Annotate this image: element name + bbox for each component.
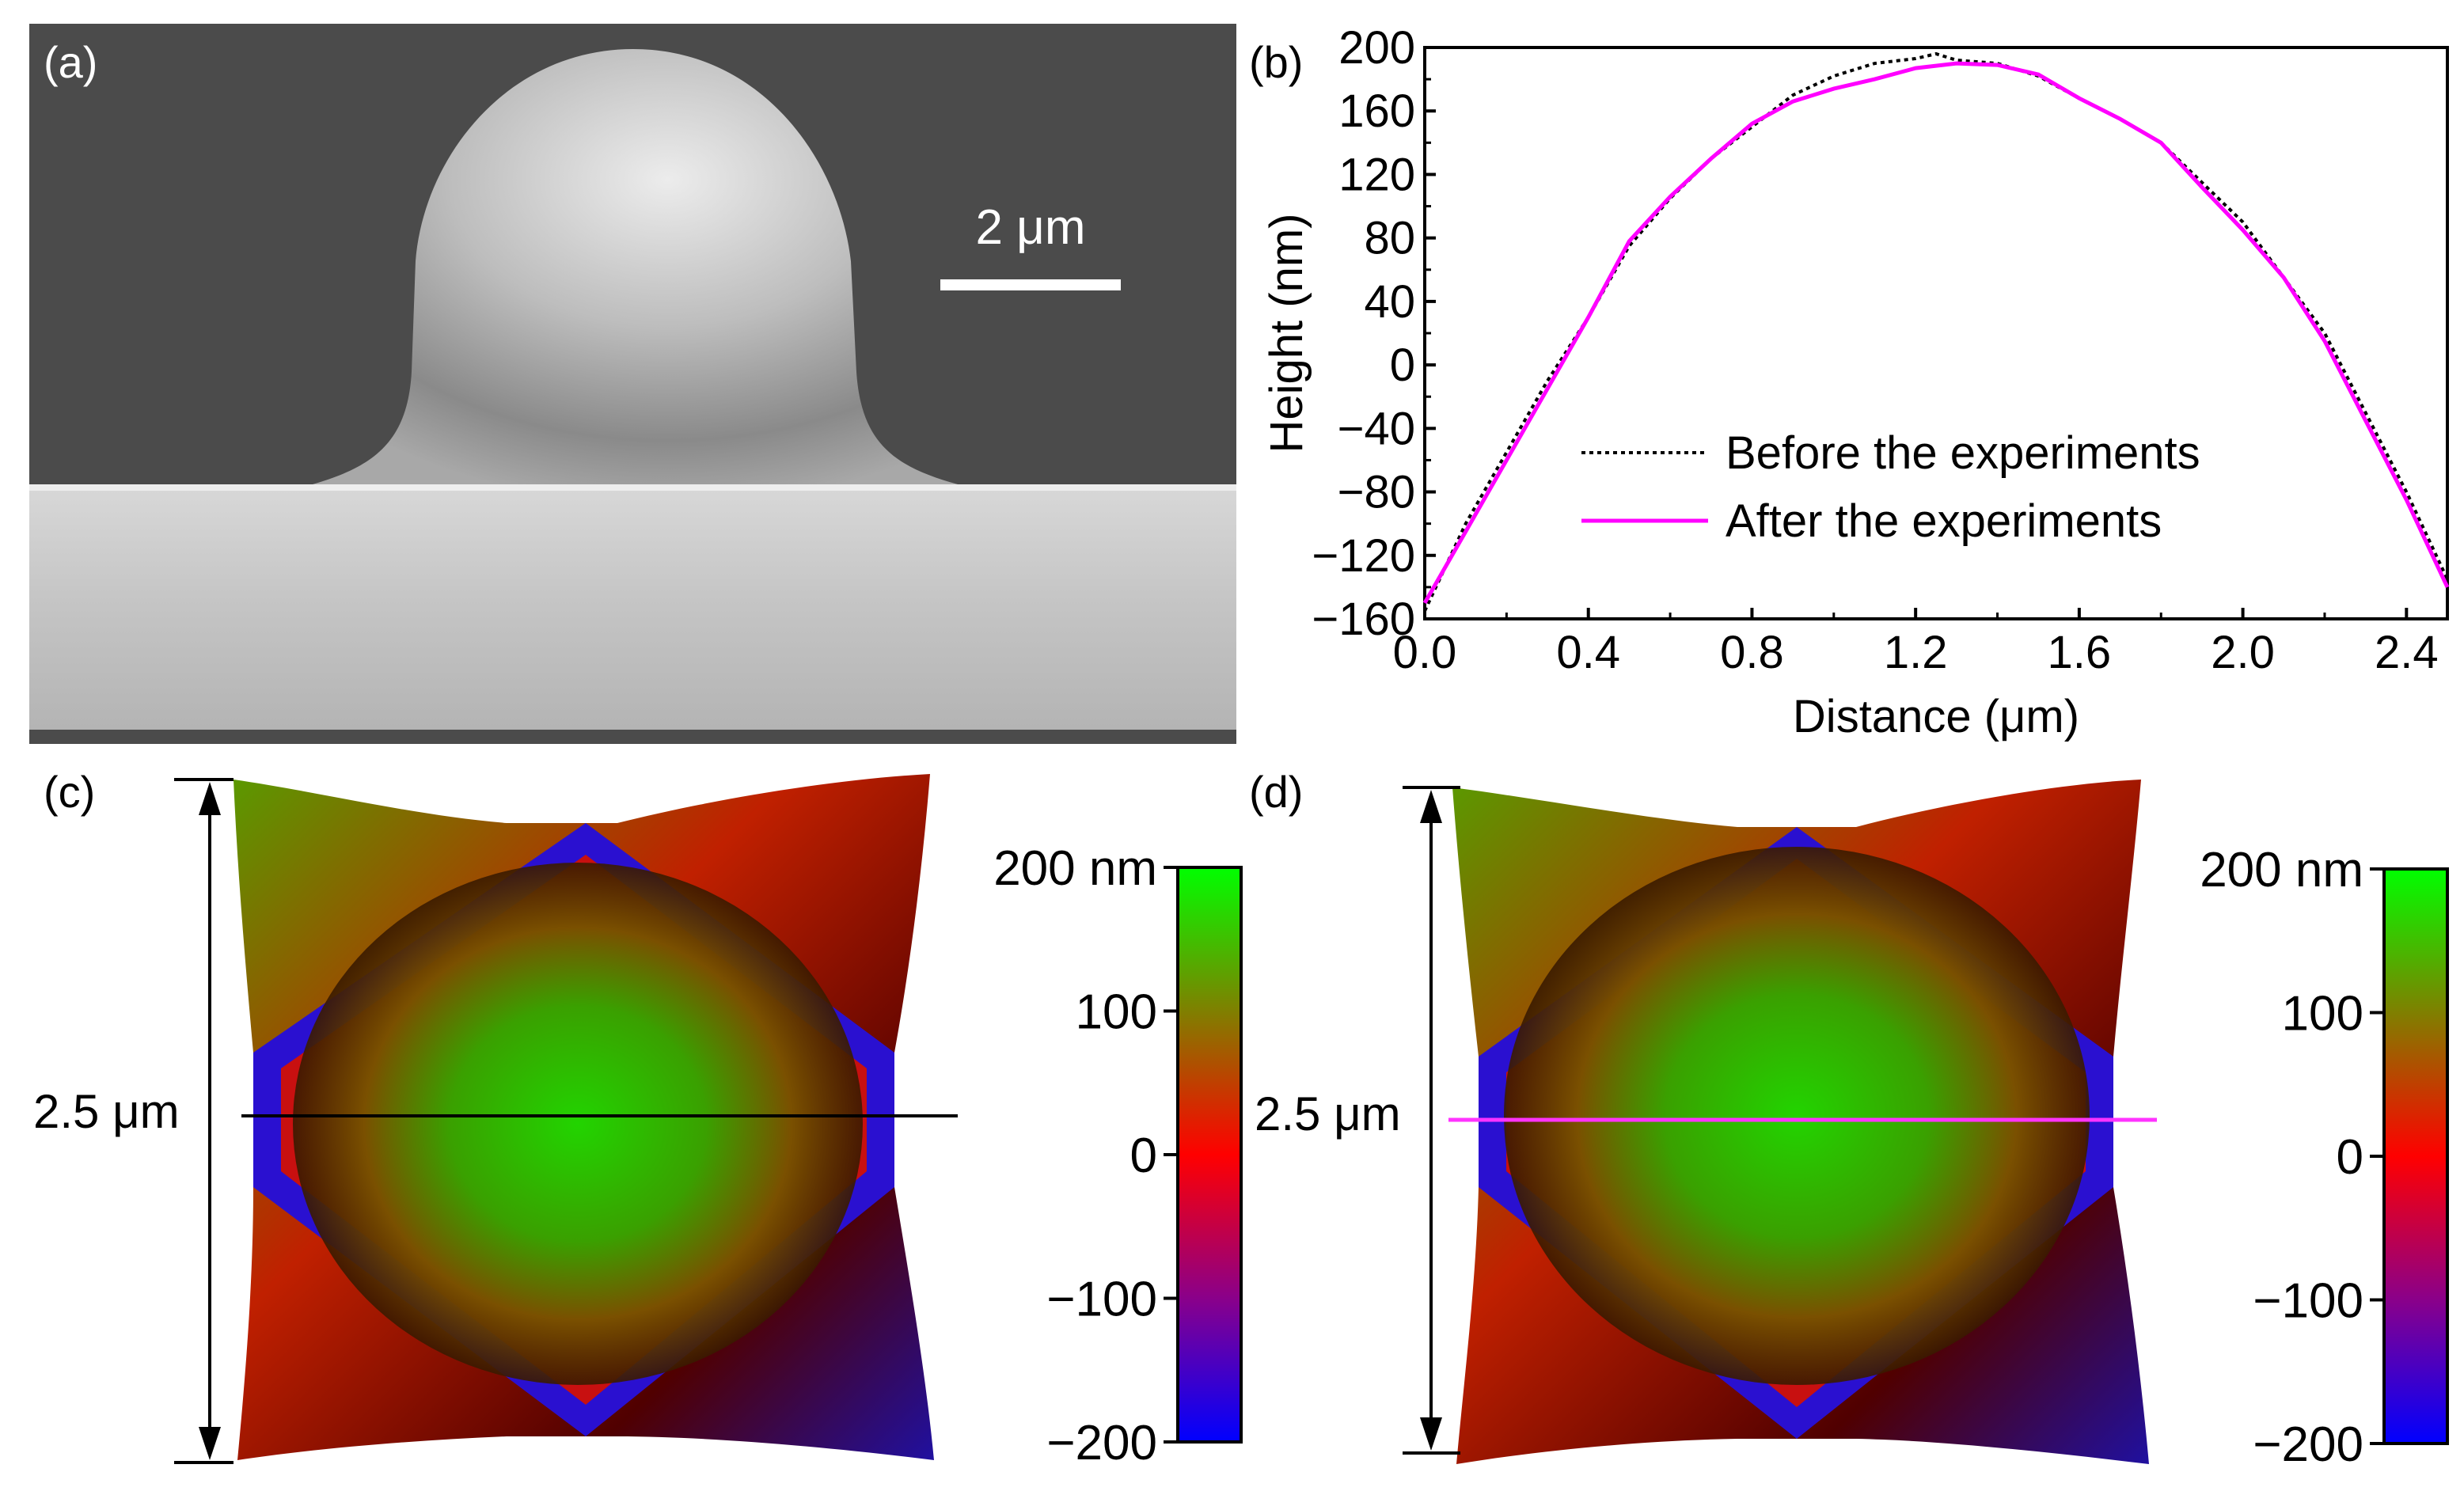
map-c-peak (293, 863, 863, 1385)
arrowhead-up-icon (199, 782, 221, 815)
x-tick-label: 0.0 (1393, 627, 1457, 678)
legend-after-label: After the experiments (1726, 495, 2162, 547)
arrowhead-up-icon (1420, 790, 1442, 823)
y-tick-label: 40 (1364, 276, 1415, 328)
map-d-peak (1504, 847, 2090, 1385)
panel-a-label: (a) (44, 37, 97, 87)
x-tick-label: 0.8 (1720, 627, 1784, 678)
arrowhead-down-icon (1420, 1417, 1442, 1451)
legend-before-label: Before the experiments (1726, 427, 2200, 479)
y-tick-label: −40 (1338, 403, 1415, 454)
y-tick-label: −80 (1338, 467, 1415, 518)
dimension-label-d: 2.5 μm (1255, 1087, 1401, 1140)
colorbar-tick-label: 0 (1130, 1129, 1157, 1183)
y-axis-label: Height (nm) (1261, 214, 1312, 453)
dimension-arrow-c (174, 778, 233, 1464)
y-axis-ticks: 200 160 120 80 40 0 −40 −80 −120 −160 (1312, 22, 1436, 645)
colorbar-tick-label: −200 (1046, 1416, 1157, 1470)
dimension-label-c: 2.5 μm (33, 1085, 180, 1138)
arrowhead-down-icon (199, 1427, 221, 1460)
panel-c: (c) 2.5 μm 200 nm 100 0 −100 −200 (33, 767, 1243, 1470)
scale-bar (940, 279, 1121, 290)
panel-d: (d) 2.5 μm 200 nm 100 0 −100 −200 (1249, 767, 2449, 1472)
sem-substrate-edge (29, 484, 1236, 491)
x-axis-label: Distance (μm) (1793, 691, 2079, 742)
scale-bar-label: 2 μm (975, 200, 1085, 255)
colorbar-tick-label: −100 (1046, 1273, 1157, 1327)
y-tick-label: 160 (1338, 85, 1415, 137)
colorbar-tick-label: 100 (2282, 987, 2363, 1041)
colorbar-tick-label: 0 (2337, 1130, 2363, 1185)
y-tick-label: −120 (1312, 530, 1415, 582)
sem-dome (313, 49, 958, 484)
panel-c-label: (c) (44, 767, 95, 817)
colorbar-tick-label: −200 (2253, 1417, 2363, 1472)
colorbar-c-ticks: 200 nm 100 0 −100 −200 (993, 841, 1178, 1470)
x-tick-label: 1.2 (1884, 627, 1948, 678)
y-tick-label: 0 (1390, 340, 1415, 391)
series-after-line (1422, 61, 2450, 605)
x-tick-label: 0.4 (1556, 627, 1620, 678)
colorbar-tick-label: 100 (1076, 985, 1157, 1040)
colorbar-tick-label: −100 (2253, 1274, 2363, 1329)
panel-d-label: (d) (1249, 767, 1303, 817)
colorbar-c-gradient (1176, 866, 1243, 1444)
colorbar-c: 200 nm 100 0 −100 −200 (993, 841, 1243, 1470)
y-tick-label: −160 (1312, 594, 1415, 645)
panel-a: (a) 2 μm (29, 24, 1236, 744)
colorbar-d-gradient (2382, 867, 2449, 1445)
x-axis-ticks: 0.0 0.4 0.8 1.2 1.6 2.0 2.4 (1393, 608, 2439, 678)
y-tick-label: 80 (1364, 213, 1415, 264)
y-tick-label: 200 (1338, 22, 1415, 74)
legend: Before the experiments After the experim… (1581, 427, 2200, 547)
x-tick-label: 2.0 (2211, 627, 2275, 678)
x-tick-label: 1.6 (2048, 627, 2112, 678)
colorbar-d: 200 nm 100 0 −100 −200 (2200, 843, 2449, 1472)
dimension-arrow-d (1403, 786, 1460, 1455)
colorbar-d-ticks: 200 nm 100 0 −100 −200 (2200, 843, 2384, 1472)
y-tick-label: 120 (1338, 149, 1415, 200)
colorbar-tick-label: 200 nm (2200, 843, 2363, 897)
sem-substrate (29, 484, 1236, 730)
x-tick-label: 2.4 (2375, 627, 2439, 678)
panel-b-label: (b) (1249, 37, 1303, 87)
colorbar-tick-label: 200 nm (993, 841, 1157, 896)
